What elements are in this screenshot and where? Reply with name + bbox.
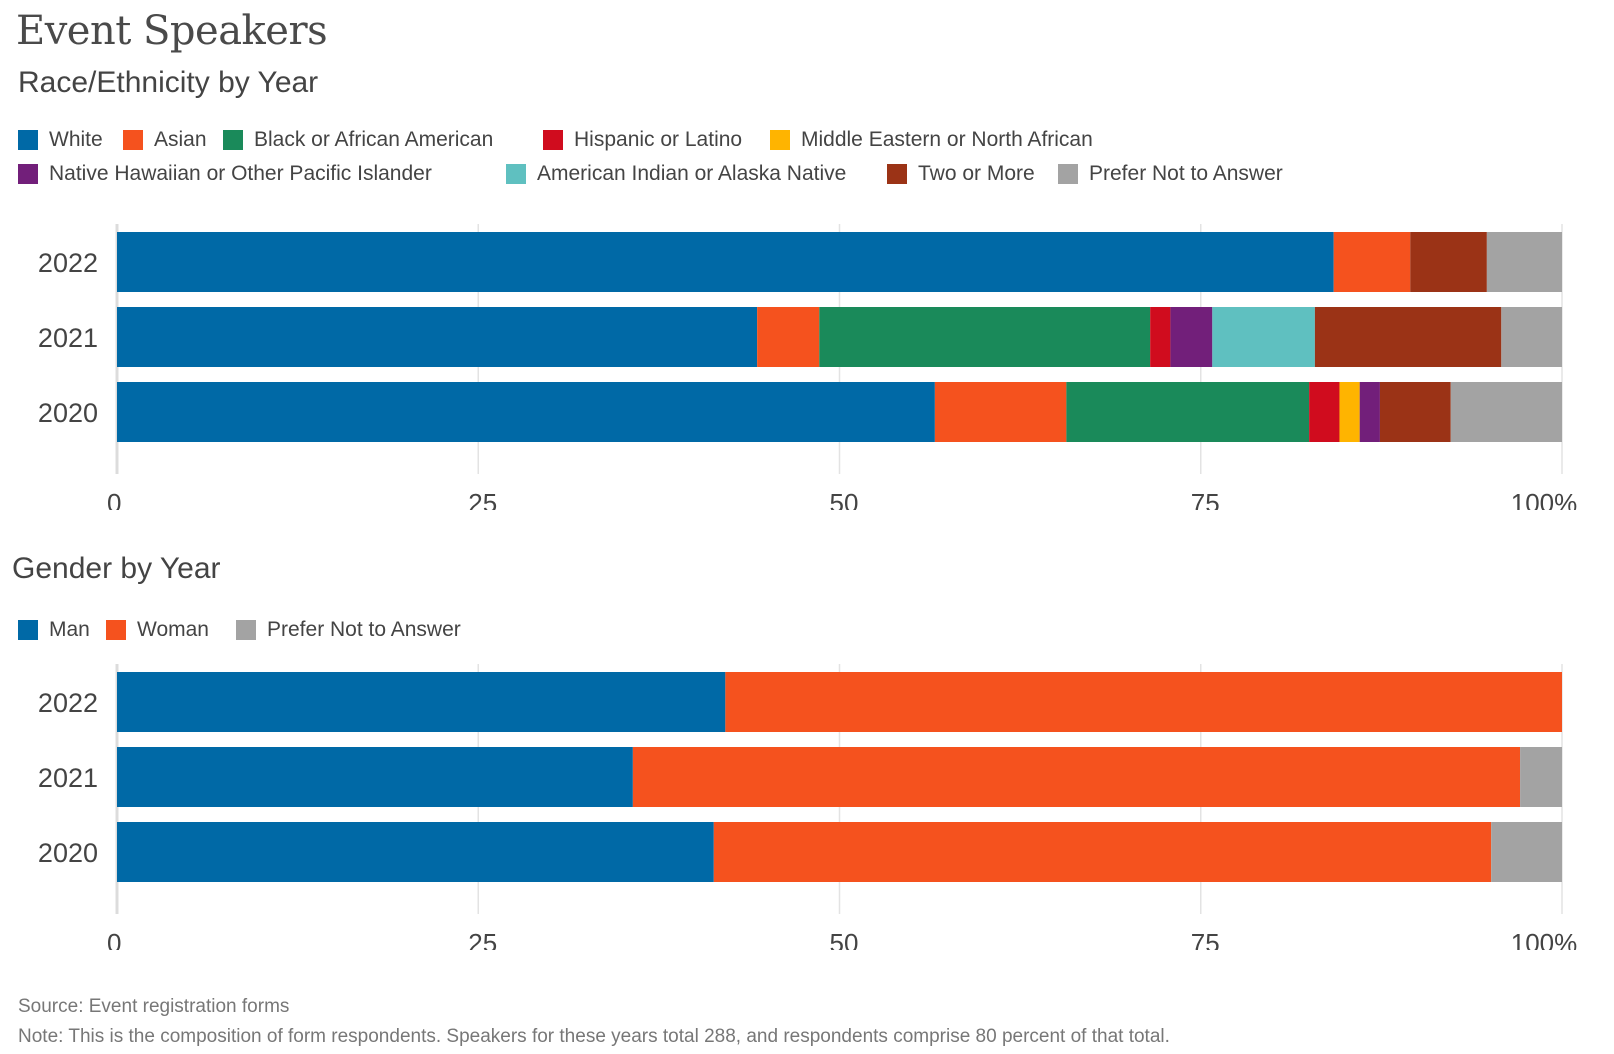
bar-segment-hispanic-or-latino-2020	[1309, 382, 1340, 442]
bar-segment-two-or-more-2021	[1314, 307, 1502, 367]
x-tick-label: 75	[1191, 928, 1220, 950]
legend-swatch	[123, 130, 143, 150]
bar-segment-american-indian-or-alaska-native-2021	[1212, 307, 1315, 367]
legend-swatch	[543, 130, 563, 150]
x-tick-label: 25	[468, 488, 497, 510]
bar-segment-asian-2020	[934, 382, 1067, 442]
legend-label: Black or African American	[254, 128, 494, 151]
race-chart: 2022 2021 2020 0 25 50 75 100%	[38, 224, 1578, 510]
bar-segment-prefer-not-to-answer-2020	[1491, 822, 1562, 882]
footnote: Note: This is the composition of form re…	[18, 1026, 1170, 1047]
legend-label: American Indian or Alaska Native	[537, 162, 847, 185]
legend-item-two-or-more: Two or More	[887, 162, 1035, 186]
x-tick-label: 50	[830, 928, 859, 950]
bar-segment-white-2020	[117, 382, 935, 442]
legend-swatch	[18, 130, 38, 150]
page-title: Event Speakers	[16, 8, 328, 54]
year-label: 2022	[38, 248, 98, 278]
x-tick-label: 50	[830, 488, 859, 510]
bar-segment-white-2022	[117, 232, 1334, 292]
bar-segment-prefer-not-to-answer-2020	[1450, 382, 1562, 442]
bar-segment-man-2020	[117, 822, 714, 882]
legend-swatch	[18, 620, 38, 640]
bar-segment-prefer-not-to-answer-2022	[1486, 232, 1562, 292]
x-tick-label: 75	[1191, 488, 1220, 510]
bar-segment-man-2021	[117, 747, 633, 807]
legend-swatch	[223, 130, 243, 150]
legend-swatch	[770, 130, 790, 150]
year-label: 2021	[38, 763, 98, 793]
legend-item-prefer-not-to-answer: Prefer Not to Answer	[236, 618, 461, 642]
legend-item-hispanic-or-latino: Hispanic or Latino	[543, 128, 742, 152]
year-label: 2021	[38, 323, 98, 353]
legend-swatch	[18, 164, 38, 184]
legend-item-man: Man	[18, 618, 90, 642]
bar-segment-native-hawaiian-or-other-pacific-islander-2020	[1359, 382, 1380, 442]
x-tick-label: 100%	[1511, 488, 1578, 510]
bar-segment-two-or-more-2020	[1379, 382, 1451, 442]
legend-label: Hispanic or Latino	[574, 128, 743, 151]
legend-label: Middle Eastern or North African	[801, 128, 1093, 151]
bar-segment-two-or-more-2022	[1410, 232, 1487, 292]
legend-label: White	[49, 128, 103, 151]
bar-segment-asian-2021	[757, 307, 820, 367]
bar-segment-black-or-african-american-2021	[819, 307, 1151, 367]
legend-item-woman: Woman	[106, 618, 209, 642]
bar-segment-black-or-african-american-2020	[1066, 382, 1310, 442]
bar-segment-white-2021	[117, 307, 758, 367]
legend-item-middle-eastern-or-north-african: Middle Eastern or North African	[770, 128, 1093, 152]
legend-label: Native Hawaiian or Other Pacific Islande…	[49, 162, 432, 185]
gender-chart-title: Gender by Year	[12, 552, 221, 585]
legend-label: Woman	[137, 618, 209, 641]
bar-segment-woman-2021	[632, 747, 1521, 807]
legend-item-native-hawaiian-or-other-pacific-islander: Native Hawaiian or Other Pacific Islande…	[18, 162, 432, 186]
legend-label: Man	[49, 618, 90, 641]
gender-chart: 2022 2021 2020 0 25 50 75 100%	[38, 664, 1578, 950]
bar-segment-prefer-not-to-answer-2021	[1501, 307, 1562, 367]
bar-segment-native-hawaiian-or-other-pacific-islander-2021	[1170, 307, 1213, 367]
bar-segment-woman-2020	[713, 822, 1492, 882]
legend-item-asian: Asian	[123, 128, 207, 152]
race-chart-title: Race/Ethnicity by Year	[18, 66, 319, 99]
x-tick-label: 0	[107, 488, 121, 510]
x-tick-label: 0	[107, 928, 121, 950]
legend-item-american-indian-or-alaska-native: American Indian or Alaska Native	[506, 162, 846, 186]
legend-label: Asian	[154, 128, 207, 151]
bar-segment-prefer-not-to-answer-2021	[1520, 747, 1562, 807]
bar-segment-hispanic-or-latino-2021	[1150, 307, 1171, 367]
x-tick-label: 100%	[1511, 928, 1578, 950]
year-label: 2020	[38, 398, 98, 428]
legend-swatch	[236, 620, 256, 640]
legend-swatch	[887, 164, 907, 184]
legend-label: Two or More	[918, 162, 1035, 185]
legend-swatch	[106, 620, 126, 640]
x-tick-label: 25	[468, 928, 497, 950]
legend-swatch	[506, 164, 526, 184]
bar-segment-woman-2022	[725, 672, 1562, 732]
year-label: 2020	[38, 838, 98, 868]
legend-label: Prefer Not to Answer	[1089, 162, 1283, 185]
legend-label: Prefer Not to Answer	[267, 618, 461, 641]
bar-segment-asian-2022	[1333, 232, 1411, 292]
legend-item-white: White	[18, 128, 103, 152]
legend-item-prefer-not-to-answer: Prefer Not to Answer	[1058, 162, 1283, 186]
year-label: 2022	[38, 688, 98, 718]
legend-swatch	[1058, 164, 1078, 184]
bar-segment-middle-eastern-or-north-african-2020	[1339, 382, 1360, 442]
bar-segment-man-2022	[117, 672, 726, 732]
source-note: Source: Event registration forms	[18, 996, 290, 1017]
legend-item-black-or-african-american: Black or African American	[223, 128, 493, 152]
